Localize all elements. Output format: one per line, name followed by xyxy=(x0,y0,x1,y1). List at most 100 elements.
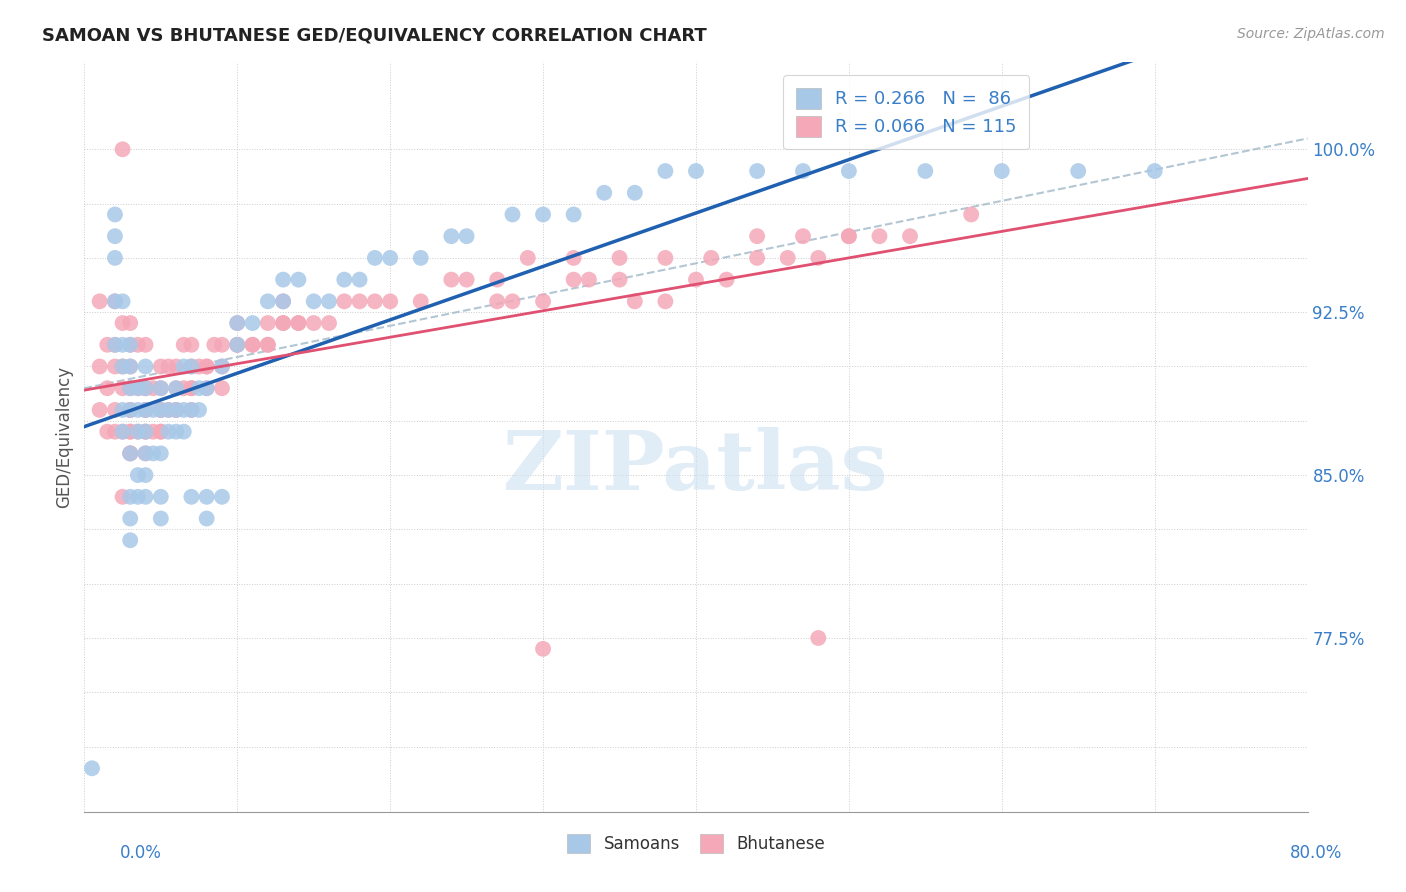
Point xyxy=(135,446,157,460)
Point xyxy=(188,403,211,417)
Point xyxy=(96,425,118,439)
Point xyxy=(747,229,769,244)
Point xyxy=(271,294,294,309)
Point xyxy=(165,425,187,439)
Point xyxy=(104,229,127,244)
Point xyxy=(257,338,280,352)
Point xyxy=(364,294,387,309)
Point xyxy=(685,272,707,286)
Point xyxy=(104,425,127,439)
Point xyxy=(211,490,233,504)
Point xyxy=(149,490,172,504)
Point xyxy=(226,316,249,330)
Point xyxy=(869,229,891,244)
Point xyxy=(80,761,103,775)
Point xyxy=(120,446,142,460)
Point xyxy=(135,381,157,395)
Point xyxy=(271,272,294,286)
Point xyxy=(318,316,340,330)
Point xyxy=(165,381,187,395)
Point xyxy=(807,631,830,645)
Point xyxy=(716,272,738,286)
Point xyxy=(364,251,387,265)
Point xyxy=(135,425,157,439)
Point xyxy=(747,251,769,265)
Point xyxy=(195,359,218,374)
Point xyxy=(120,490,142,504)
Point xyxy=(531,207,554,221)
Point xyxy=(180,403,202,417)
Point xyxy=(195,381,218,395)
Point xyxy=(180,338,202,352)
Point xyxy=(700,251,723,265)
Point xyxy=(157,425,180,439)
Point xyxy=(226,338,249,352)
Point xyxy=(257,316,280,330)
Point xyxy=(120,446,142,460)
Point xyxy=(135,490,157,504)
Point xyxy=(195,381,218,395)
Point xyxy=(440,272,463,286)
Point xyxy=(120,403,142,417)
Point xyxy=(111,425,134,439)
Point xyxy=(380,294,402,309)
Point xyxy=(120,533,142,548)
Point xyxy=(135,338,157,352)
Text: 80.0%: 80.0% xyxy=(1291,844,1343,862)
Point xyxy=(380,251,402,265)
Point xyxy=(127,425,149,439)
Point xyxy=(838,229,860,244)
Point xyxy=(287,316,309,330)
Point xyxy=(242,316,264,330)
Point xyxy=(593,186,616,200)
Point xyxy=(898,229,921,244)
Point xyxy=(127,381,149,395)
Point xyxy=(142,381,165,395)
Point xyxy=(157,403,180,417)
Point xyxy=(165,403,187,417)
Point xyxy=(149,425,172,439)
Point xyxy=(180,381,202,395)
Point xyxy=(211,359,233,374)
Point xyxy=(120,338,142,352)
Point xyxy=(202,338,225,352)
Point xyxy=(135,425,157,439)
Point xyxy=(135,403,157,417)
Point xyxy=(562,251,585,265)
Point xyxy=(135,425,157,439)
Point xyxy=(654,294,676,309)
Point xyxy=(135,359,157,374)
Point xyxy=(516,251,538,265)
Point xyxy=(531,294,554,309)
Point xyxy=(135,446,157,460)
Point xyxy=(127,425,149,439)
Point xyxy=(127,490,149,504)
Point xyxy=(349,272,371,286)
Point xyxy=(1143,164,1166,178)
Point xyxy=(195,511,218,525)
Point xyxy=(502,207,524,221)
Point xyxy=(456,272,478,286)
Point xyxy=(104,403,127,417)
Point xyxy=(149,381,172,395)
Point xyxy=(1067,164,1090,178)
Point xyxy=(654,251,676,265)
Point xyxy=(135,468,157,483)
Point xyxy=(127,403,149,417)
Point xyxy=(104,338,127,352)
Point xyxy=(226,316,249,330)
Point xyxy=(111,359,134,374)
Text: 0.0%: 0.0% xyxy=(120,844,162,862)
Point xyxy=(104,338,127,352)
Point xyxy=(149,403,172,417)
Point xyxy=(111,142,134,156)
Point xyxy=(173,381,195,395)
Point xyxy=(127,468,149,483)
Point xyxy=(120,381,142,395)
Point xyxy=(287,316,309,330)
Point xyxy=(578,272,600,286)
Point xyxy=(173,338,195,352)
Point xyxy=(111,381,134,395)
Point xyxy=(409,294,432,309)
Point xyxy=(120,316,142,330)
